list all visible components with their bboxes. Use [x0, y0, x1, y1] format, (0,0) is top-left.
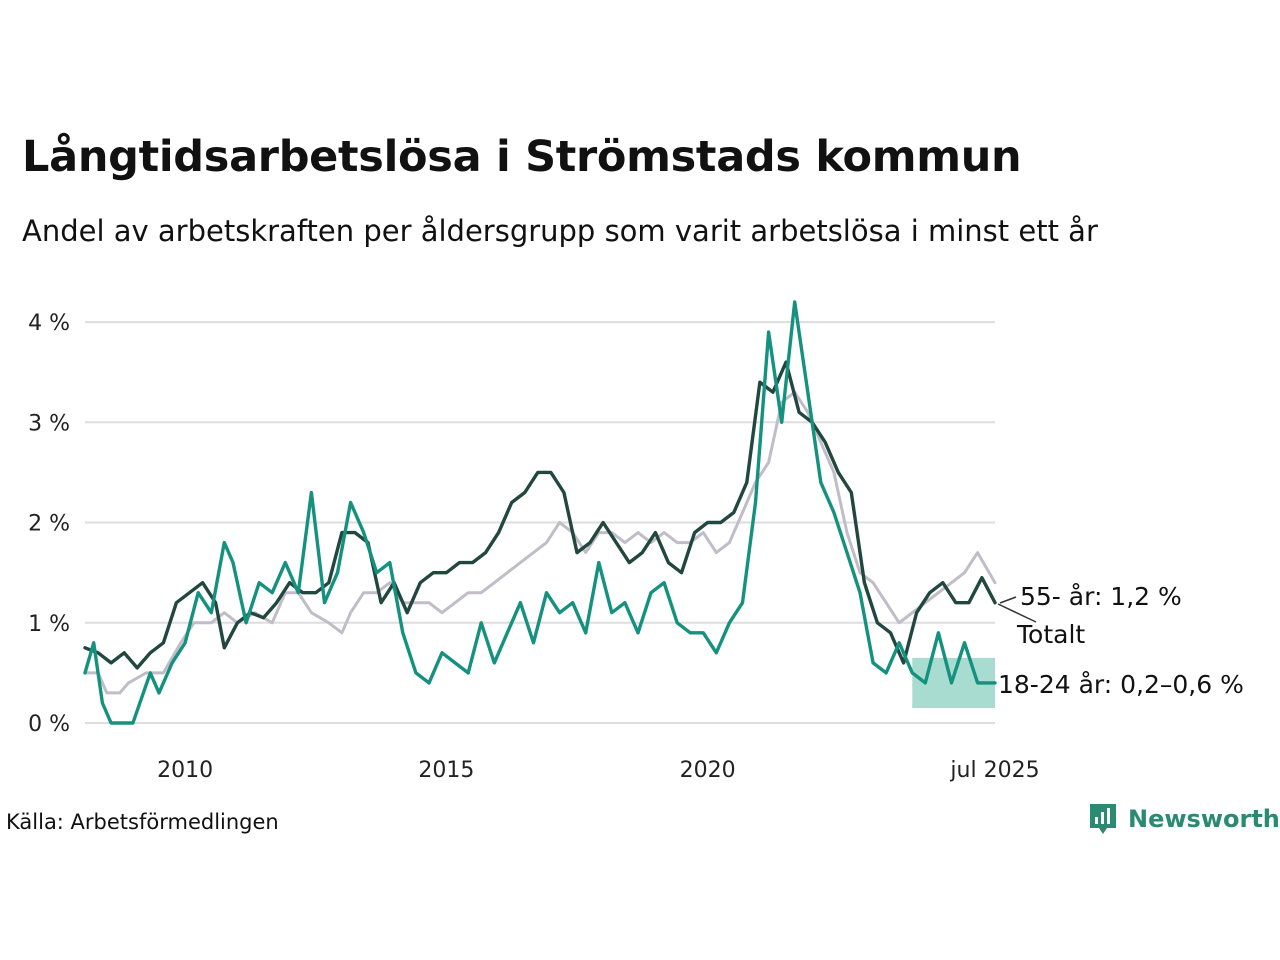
brand-name: Newsworthy: [1128, 805, 1280, 833]
y-axis: 0 % 1 % 2 % 3 % 4 %: [28, 311, 70, 737]
series-line: [83, 300, 997, 725]
series-labels: Totalt 55- år: 1,2 % 18-24 år: 0,2–0,6 %: [997, 582, 1244, 699]
y-tick-label: 3 %: [28, 411, 70, 436]
brand-logo: Newsworthy: [1088, 802, 1280, 836]
label-leader-line: [999, 596, 1017, 604]
y-tick-label: 2 %: [28, 512, 70, 537]
x-axis: 2010 2015 2020 jul 2025: [157, 758, 1039, 783]
x-tick-label: 2015: [418, 758, 474, 783]
series-line: [83, 360, 997, 670]
line-chart: 0 % 1 % 2 % 3 % 4 % 2010 2015 2020 jul 2025 Tot…: [28, 300, 1244, 783]
newsworthy-logo-icon: [1090, 804, 1116, 834]
x-tick-label: jul 2025: [949, 758, 1039, 783]
chart-subtitle: Andel av arbetskraften per åldersgrupp s…: [22, 214, 1098, 248]
x-tick-label: 2010: [157, 758, 213, 783]
label-leader-line: [997, 603, 1037, 623]
y-tick-label: 4 %: [28, 311, 70, 336]
chart-title: Långtidsarbetslösa i Strömstads kommun: [22, 132, 1022, 182]
series-end-label: Totalt: [1016, 620, 1085, 649]
series-lines: [83, 300, 997, 725]
grid-lines: [85, 321, 995, 724]
y-tick-label: 1 %: [28, 612, 70, 637]
x-tick-label: 2020: [680, 758, 736, 783]
series-end-label: 18-24 år: 0,2–0,6 %: [998, 670, 1244, 699]
y-tick-label: 0 %: [28, 712, 70, 737]
series-end-label: 55- år: 1,2 %: [1020, 582, 1182, 611]
source-note: Källa: Arbetsförmedlingen: [6, 810, 279, 834]
